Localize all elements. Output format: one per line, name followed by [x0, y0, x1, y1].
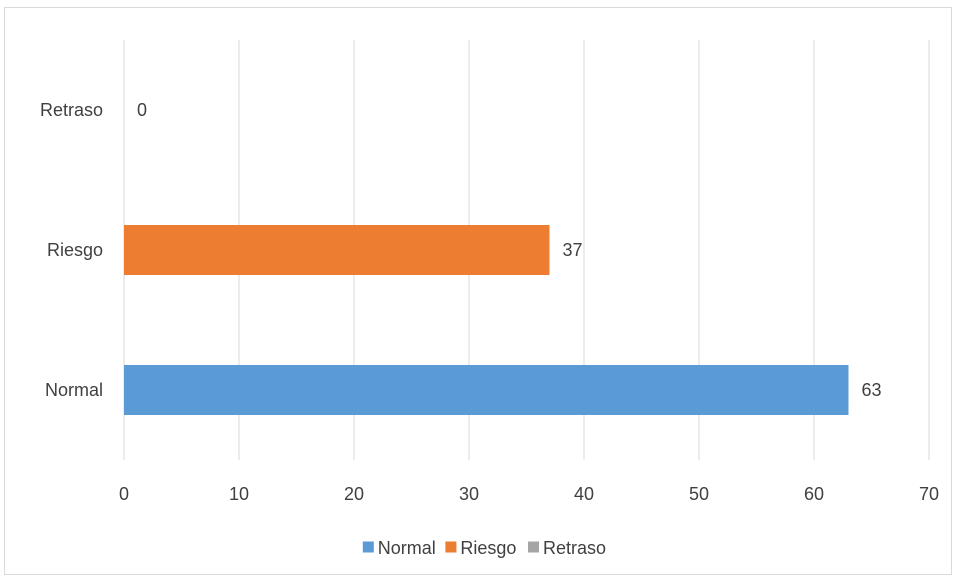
- x-tick-label-60: 60: [804, 484, 824, 504]
- x-tick-label-50: 50: [689, 484, 709, 504]
- legend-label-riesgo: Riesgo: [460, 538, 516, 558]
- x-tick-label-0: 0: [119, 484, 129, 504]
- data-labels: 63 37 0: [137, 100, 882, 400]
- category-label-retraso: Retraso: [40, 100, 103, 120]
- bar-riesgo: [124, 225, 550, 275]
- x-tick-label-40: 40: [574, 484, 594, 504]
- category-label-riesgo: Riesgo: [47, 240, 103, 260]
- x-tick-label-70: 70: [919, 484, 939, 504]
- category-label-normal: Normal: [45, 380, 103, 400]
- chart-frame: [4, 7, 952, 575]
- value-axis-tick-labels: 0 10 20 30 40 50 60 70: [119, 484, 939, 504]
- x-tick-label-30: 30: [459, 484, 479, 504]
- data-label-riesgo: 37: [563, 240, 583, 260]
- x-tick-label-20: 20: [344, 484, 364, 504]
- x-tick-label-10: 10: [229, 484, 249, 504]
- legend: Normal Riesgo Retraso: [362, 538, 606, 558]
- category-axis-labels: Normal Riesgo Retraso: [40, 100, 103, 400]
- legend-label-normal: Normal: [378, 538, 436, 558]
- legend-swatch-riesgo: [445, 541, 457, 553]
- legend-swatch-normal: [362, 541, 374, 553]
- data-label-retraso: 0: [137, 100, 147, 120]
- legend-swatch-retraso: [528, 541, 539, 553]
- bar-normal: [124, 365, 849, 415]
- data-label-normal: 63: [862, 380, 882, 400]
- bars: [124, 225, 849, 415]
- legend-label-retraso: Retraso: [543, 538, 606, 558]
